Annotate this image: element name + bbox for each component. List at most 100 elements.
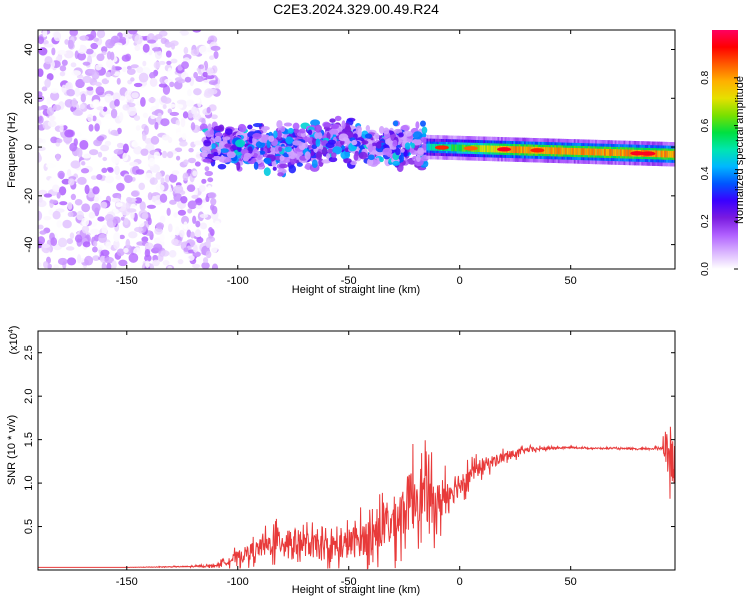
heatmap-cell	[203, 139, 212, 147]
heatmap-cell	[119, 36, 127, 43]
heatmap-cell	[447, 144, 451, 152]
heatmap-cell	[38, 110, 42, 117]
heatmap-cell	[366, 158, 374, 166]
heatmap-cell	[584, 148, 588, 156]
heatmap-cell	[160, 250, 170, 257]
heatmap-cell	[142, 112, 149, 118]
heatmap-cell	[97, 216, 105, 222]
heatmap-cell	[47, 120, 57, 128]
heatmap-cell	[126, 208, 137, 213]
heatmap-cell	[85, 48, 94, 55]
heatmap-cell	[421, 126, 428, 134]
spectrogram-x-label: Height of straight line (km)	[292, 284, 420, 296]
heatmap-cell	[331, 152, 337, 159]
heatmap-cell	[662, 150, 666, 158]
heatmap-cell	[264, 157, 272, 165]
heatmap-cell	[155, 171, 162, 180]
heatmap-cell	[210, 204, 215, 211]
heatmap-cell	[614, 149, 618, 157]
heatmap-cell	[50, 88, 59, 94]
heatmap-cell	[166, 151, 174, 159]
heatmap-cell	[140, 148, 149, 156]
heatmap-cell	[463, 146, 478, 151]
heatmap-cell	[299, 128, 306, 134]
heatmap-cell	[42, 40, 49, 45]
heatmap-cell	[659, 150, 662, 158]
heatmap-cell	[429, 143, 433, 151]
heatmap-cell	[490, 145, 493, 153]
heatmap-cell	[77, 176, 87, 185]
heatmap-cell	[209, 55, 215, 60]
heatmap-cell	[201, 150, 208, 158]
heatmap-cell	[170, 124, 180, 129]
heatmap-cell	[183, 247, 189, 252]
heatmap-cell	[591, 148, 595, 156]
heatmap-cell	[310, 119, 321, 127]
heatmap-cell	[146, 204, 156, 209]
heatmap-cell	[133, 145, 143, 155]
heatmap-cell	[311, 159, 318, 168]
heatmap-cell	[235, 139, 246, 148]
heatmap-cell	[195, 197, 203, 206]
heatmap-cell	[72, 109, 83, 116]
heatmap-cell	[461, 144, 465, 152]
heatmap-cell	[96, 106, 104, 111]
heatmap-cell	[38, 142, 42, 147]
heatmap-cell	[353, 153, 359, 161]
heatmap-cell	[168, 173, 178, 183]
heatmap-cell	[192, 170, 198, 177]
colorbar-tick-label: 0.8	[700, 70, 711, 84]
heatmap-cell	[602, 148, 605, 156]
heatmap-cell	[338, 133, 349, 142]
heatmap-cell	[85, 249, 92, 256]
heatmap-cell	[49, 199, 59, 204]
heatmap-cell	[288, 151, 297, 160]
heatmap-cell	[236, 161, 241, 171]
heatmap-cell	[497, 147, 512, 152]
heatmap-cell	[80, 93, 87, 103]
snr-x-tick-label: -100	[227, 576, 249, 588]
colorbar-tick-label: 0.4	[700, 166, 711, 180]
heatmap-cell	[205, 239, 211, 248]
heatmap-cell	[191, 194, 199, 199]
heatmap-cell	[488, 145, 492, 153]
heatmap-cell	[168, 249, 177, 258]
snr-x-tick-label: 0	[457, 576, 463, 588]
heatmap-cell	[169, 81, 175, 88]
heatmap-cell	[147, 192, 153, 201]
heatmap-cell	[104, 113, 114, 120]
heatmap-cell	[56, 138, 63, 144]
heatmap-cell	[106, 59, 114, 68]
heatmap-cell	[82, 241, 91, 248]
heatmap-cell	[616, 149, 620, 157]
heatmap-cell	[596, 148, 600, 156]
heatmap-cell	[530, 148, 545, 153]
heatmap-cell	[479, 145, 483, 153]
heatmap-cell	[57, 257, 68, 266]
heatmap-cell	[169, 111, 180, 117]
heatmap-cell	[122, 66, 127, 73]
heatmap-cell	[361, 140, 369, 145]
heatmap-cell	[76, 132, 82, 138]
heatmap-cell	[655, 150, 659, 158]
heatmap-cell	[101, 78, 110, 85]
heatmap-cell	[59, 124, 64, 133]
heatmap-cell	[392, 160, 400, 166]
heatmap-cell	[153, 151, 161, 159]
heatmap-cell	[160, 177, 165, 185]
heatmap-cell	[627, 149, 630, 157]
heatmap-cell	[263, 167, 271, 177]
heatmap-cell	[223, 136, 231, 141]
heatmap-cell	[194, 229, 202, 238]
heatmap-cell	[559, 147, 563, 155]
heatmap-cell	[524, 146, 527, 154]
heatmap-cell	[341, 120, 346, 130]
heatmap-cell	[177, 209, 187, 216]
heatmap-cell	[570, 147, 573, 155]
heatmap-cell	[92, 255, 100, 262]
heatmap-cell	[86, 86, 94, 91]
heatmap-cell	[511, 146, 515, 153]
heatmap-cell	[187, 254, 195, 261]
heatmap-cell	[177, 259, 184, 265]
